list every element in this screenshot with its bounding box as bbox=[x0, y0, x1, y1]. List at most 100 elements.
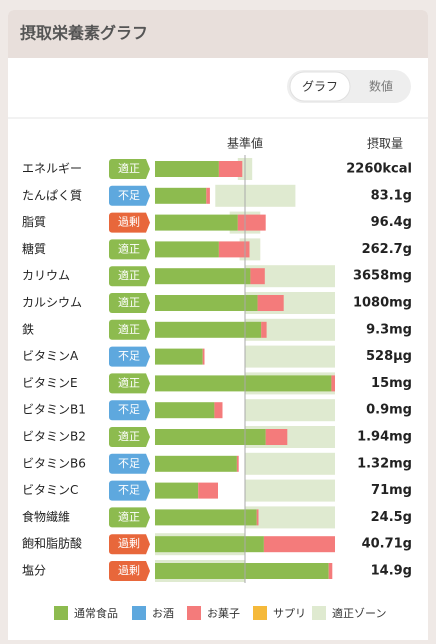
status-badge bbox=[109, 293, 150, 313]
legend-swatch bbox=[54, 606, 68, 620]
intake-value: 1.32mg bbox=[357, 456, 412, 471]
status-badge bbox=[109, 346, 150, 367]
card-header bbox=[8, 10, 428, 58]
bar-segment bbox=[155, 509, 257, 526]
intake-value: 0.9mg bbox=[366, 403, 412, 418]
intake-value: 83.1g bbox=[371, 188, 412, 203]
bar-segment bbox=[261, 321, 267, 338]
bar-segment bbox=[257, 295, 284, 311]
legend-label: サプリ bbox=[273, 607, 306, 620]
reference-label: 基準値 bbox=[227, 136, 263, 151]
bar-segment bbox=[265, 429, 288, 445]
status-label: 適正 bbox=[118, 375, 140, 389]
intake-value: 71mg bbox=[371, 483, 412, 498]
category-label: ビタミンC bbox=[22, 483, 78, 497]
status-label: 適正 bbox=[118, 295, 140, 309]
legend-swatch bbox=[132, 606, 146, 620]
bar-segment bbox=[155, 161, 219, 177]
bar-segment bbox=[155, 241, 219, 258]
legend-swatch bbox=[187, 606, 201, 620]
title: 摂取栄養素グラフ bbox=[20, 24, 148, 43]
status-label: 過剰 bbox=[118, 537, 140, 550]
zone bbox=[245, 345, 335, 368]
status-label: 不足 bbox=[118, 350, 140, 363]
status-label: 不足 bbox=[118, 189, 140, 202]
status-badge bbox=[109, 400, 150, 421]
legend-label: 適正ゾーン bbox=[332, 606, 386, 620]
legend-swatch bbox=[253, 606, 267, 620]
tab-active[interactable] bbox=[289, 71, 351, 102]
zone bbox=[245, 452, 335, 475]
bar-segment bbox=[155, 482, 199, 499]
bar-segment bbox=[328, 563, 333, 579]
intake-value: 1.94mg bbox=[357, 430, 412, 445]
bar-segment bbox=[202, 348, 205, 365]
bar-segment bbox=[250, 268, 265, 285]
bar-segment bbox=[155, 321, 262, 338]
legend-swatch bbox=[312, 606, 326, 620]
intake-value: 96.4g bbox=[371, 215, 412, 230]
status-badge bbox=[109, 561, 150, 581]
bar-segment bbox=[155, 295, 258, 311]
status-label: 過剰 bbox=[118, 564, 140, 577]
bar-segment bbox=[256, 509, 259, 526]
category-label: ビタミンB6 bbox=[22, 456, 86, 470]
bar-segment bbox=[155, 268, 251, 285]
category-label: 脂質 bbox=[22, 214, 46, 229]
status-badge bbox=[109, 507, 150, 528]
intake-value: 9.3mg bbox=[366, 322, 412, 337]
status-badge bbox=[109, 480, 150, 501]
intake-value: 528μg bbox=[366, 349, 412, 364]
category-label: カリウム bbox=[22, 269, 70, 283]
bar-segment bbox=[155, 536, 264, 553]
zone bbox=[245, 479, 335, 502]
status-badge bbox=[109, 373, 150, 394]
category-label: ビタミンE bbox=[22, 376, 78, 390]
status-badge bbox=[109, 266, 150, 287]
legend-label: 通常食品 bbox=[74, 606, 118, 620]
bar-segment bbox=[214, 402, 223, 419]
legend-label: お菓子 bbox=[207, 607, 240, 620]
category-label: ビタミンA bbox=[22, 349, 79, 363]
status-label: 不足 bbox=[118, 403, 140, 416]
category-label: ビタミンB1 bbox=[22, 403, 86, 417]
zone bbox=[245, 506, 335, 529]
category-label: 食物繊維 bbox=[22, 509, 70, 524]
status-label: 適正 bbox=[118, 161, 140, 175]
category-label: ビタミンB2 bbox=[22, 430, 86, 444]
category-label: 鉄 bbox=[22, 321, 34, 336]
intake-value: 1080mg bbox=[353, 296, 412, 311]
status-label: 適正 bbox=[118, 268, 140, 282]
tab[interactable]: グラフ bbox=[302, 80, 338, 94]
intake-value: 262.7g bbox=[362, 242, 412, 257]
bar-segment bbox=[155, 187, 207, 204]
status-badge bbox=[109, 212, 150, 233]
status-label: 適正 bbox=[118, 241, 140, 255]
bar-segment bbox=[206, 187, 210, 204]
legend-label: お酒 bbox=[152, 607, 174, 620]
category-label: たんぱく質 bbox=[22, 187, 82, 202]
bar-segment bbox=[263, 536, 335, 553]
bar-segment bbox=[155, 563, 329, 579]
status-label: 適正 bbox=[118, 322, 140, 336]
bar-segment bbox=[237, 214, 266, 231]
category-label: カルシウム bbox=[22, 296, 82, 310]
category-label: 糖質 bbox=[22, 241, 46, 256]
intake-value: 24.5g bbox=[371, 510, 412, 525]
status-badge bbox=[109, 239, 150, 260]
bar-segment bbox=[218, 241, 250, 258]
status-label: 適正 bbox=[118, 429, 140, 443]
intake-value: 40.71g bbox=[362, 537, 412, 552]
zone bbox=[245, 399, 335, 422]
status-label: 不足 bbox=[118, 484, 140, 497]
intake-header: 摂取量 bbox=[367, 136, 403, 151]
tab[interactable]: 数値 bbox=[369, 79, 393, 94]
status-badge bbox=[109, 185, 150, 206]
bar-segment bbox=[155, 429, 266, 445]
status-badge bbox=[109, 534, 150, 555]
status-label: 不足 bbox=[118, 457, 140, 470]
status-badge bbox=[109, 427, 150, 447]
category-label: エネルギー bbox=[22, 162, 82, 176]
